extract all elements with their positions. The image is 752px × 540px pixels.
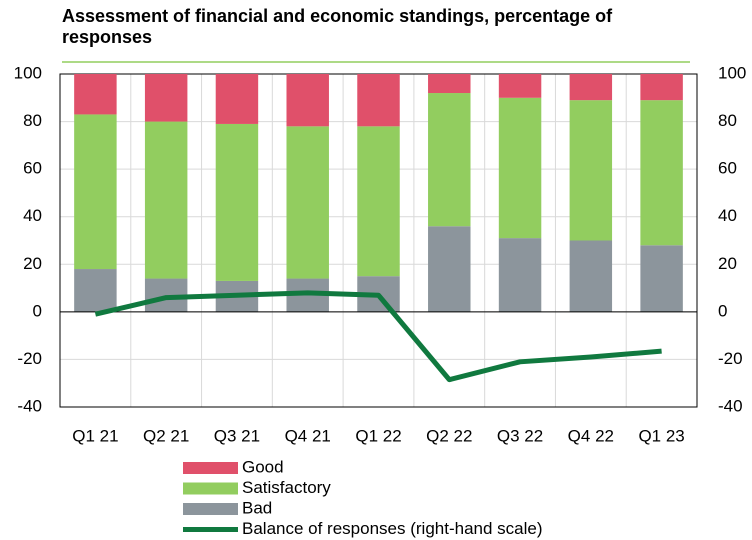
bar <box>569 74 613 101</box>
y-tick-label: 80 <box>23 111 42 130</box>
y-tick-label: 0 <box>33 301 42 320</box>
bar <box>357 126 400 277</box>
bar <box>640 245 683 312</box>
x-tick-label: Q4 22 <box>568 426 614 445</box>
y2-tick-label: -20 <box>718 349 743 368</box>
bar <box>640 74 683 101</box>
legend-swatch <box>183 503 238 515</box>
y-tick-label: -40 <box>17 396 42 415</box>
y2-tick-label: 40 <box>718 206 737 225</box>
y2-tick-label: 60 <box>718 159 737 178</box>
bar <box>74 74 117 115</box>
bar <box>569 240 613 312</box>
legend-label: Satisfactory <box>242 478 331 497</box>
x-tick-label: Q4 21 <box>285 426 331 445</box>
bar <box>144 121 188 279</box>
bar <box>569 100 613 241</box>
y-tick-label: 40 <box>23 206 42 225</box>
bar <box>428 226 471 312</box>
x-tick-label: Q1 23 <box>638 426 684 445</box>
line-series <box>94 290 662 383</box>
bar <box>286 74 329 127</box>
bar <box>215 74 259 124</box>
y2-tick-label: 0 <box>718 301 727 320</box>
y-tick-label: 100 <box>14 63 42 82</box>
bar <box>498 97 542 239</box>
bar <box>144 74 188 122</box>
x-tick-label: Q3 21 <box>214 426 260 445</box>
chart-title: Assessment of financial and economic sta… <box>62 6 613 47</box>
bar <box>215 123 259 281</box>
y2-tick-label: 100 <box>718 63 746 82</box>
x-tick-label: Q2 21 <box>143 426 189 445</box>
y-tick-label: -20 <box>17 349 42 368</box>
x-tick-label: Q3 22 <box>497 426 543 445</box>
y-tick-label: 20 <box>23 254 42 273</box>
bar <box>74 114 117 270</box>
y-tick-label: 60 <box>23 159 42 178</box>
bar <box>357 74 400 127</box>
bar <box>640 100 683 246</box>
y2-tick-label: 20 <box>718 254 737 273</box>
bar <box>498 74 542 98</box>
legend-label: Good <box>242 457 284 476</box>
x-tick-label: Q1 21 <box>72 426 118 445</box>
x-tick-label: Q1 22 <box>355 426 401 445</box>
bar <box>498 238 542 312</box>
y2-tick-label: -40 <box>718 396 743 415</box>
bar <box>428 93 471 227</box>
bar <box>286 126 329 279</box>
bar <box>74 269 117 312</box>
legend-label: Bad <box>242 498 272 517</box>
bar <box>428 74 471 94</box>
legend-label: Balance of responses (right-hand scale) <box>242 519 543 538</box>
legend-swatch <box>183 482 238 495</box>
legend-swatch <box>183 462 238 474</box>
x-tick-label: Q2 22 <box>426 426 472 445</box>
y2-tick-label: 80 <box>718 111 737 130</box>
